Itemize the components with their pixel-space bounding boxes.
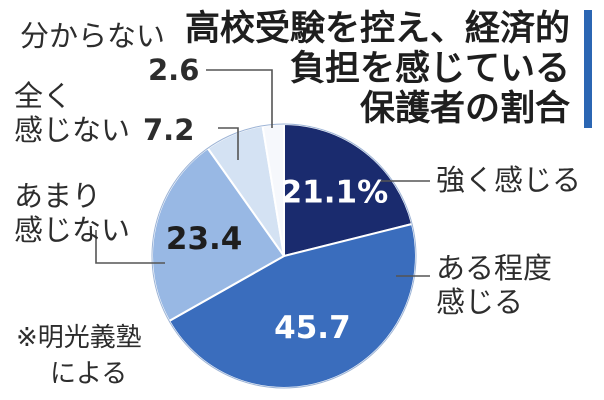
title-line-1: 高校受験を控え、経済的 xyxy=(184,9,570,49)
source-note: ※明光義塾 による xyxy=(16,320,142,392)
label-somewhat-line1: ある程度 xyxy=(436,251,553,285)
source-note-line2: による xyxy=(50,359,128,389)
chart-title: 高校受験を控え、経済的 負担を感じている 保護者の割合 xyxy=(185,10,592,129)
leader-line-notmuch xyxy=(95,230,165,264)
label-strong: 強く感じる xyxy=(436,163,582,197)
title-line-3: 保護者の割合 xyxy=(359,89,570,129)
label-notatall-line2: 感じない xyxy=(14,113,131,147)
value-dontknow: 2.6 xyxy=(148,53,200,87)
value-notatall: 7.2 xyxy=(143,113,195,147)
value-label-somewhat: 45.7 xyxy=(274,310,351,346)
leader-line-notatall xyxy=(218,127,239,160)
slice-value-labels: 21.1% 45.7 23.4 xyxy=(166,174,388,346)
source-note-line1: ※明光義塾 xyxy=(16,323,142,353)
pie-slices xyxy=(151,122,417,389)
label-notmuch-line2: 感じない xyxy=(14,213,131,247)
value-label-strong: 21.1% xyxy=(281,174,389,210)
pie-outline xyxy=(151,123,417,389)
label-notatall-line1: 全く xyxy=(14,79,73,113)
title-line-2: 負担を感じている xyxy=(289,49,570,89)
label-dontknow: 分からない xyxy=(20,19,166,53)
label-notmuch-line1: あまり xyxy=(14,179,102,213)
value-label-notmuch: 23.4 xyxy=(166,221,243,257)
leader-lines xyxy=(95,69,430,277)
label-somewhat-line2: 感じる xyxy=(436,285,524,319)
leader-line-dontknow xyxy=(206,69,273,128)
